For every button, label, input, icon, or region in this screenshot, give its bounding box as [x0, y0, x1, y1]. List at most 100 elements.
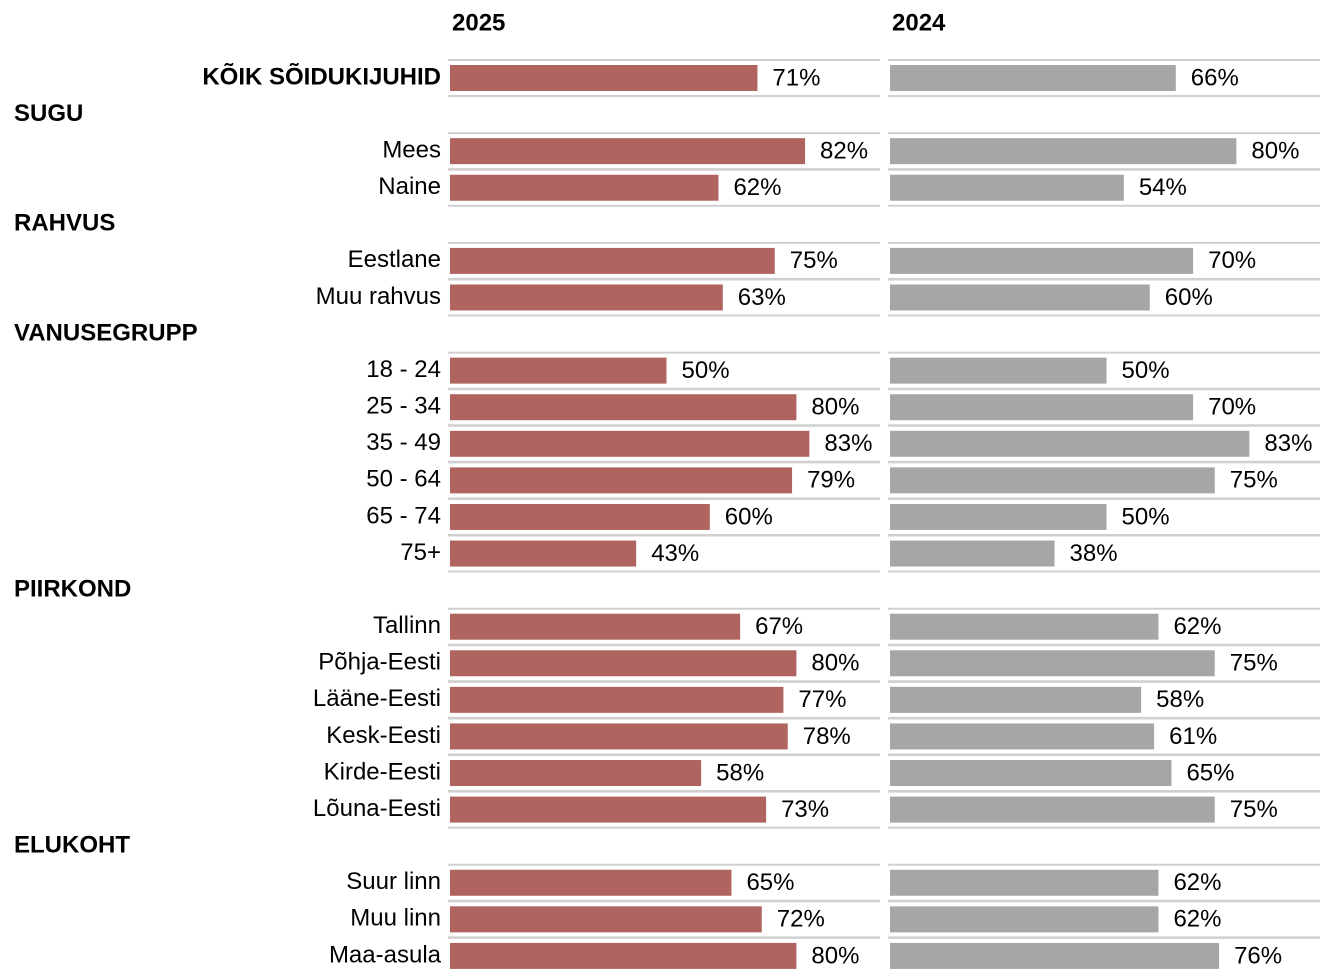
value-label: 83%	[1264, 430, 1312, 457]
bar	[450, 942, 797, 969]
category-label: KÕIK SÕIDUKIJUHID	[202, 62, 441, 90]
bar	[890, 869, 1159, 896]
bar	[450, 760, 702, 787]
bar	[450, 430, 810, 457]
value-label: 83%	[824, 430, 872, 457]
value-label: 82%	[820, 138, 868, 165]
value-label: 75%	[790, 247, 838, 274]
value-label: 76%	[1234, 942, 1282, 969]
bar	[890, 613, 1159, 640]
value-label: 80%	[811, 650, 859, 677]
bar	[890, 796, 1215, 823]
bar	[450, 467, 793, 494]
bar	[890, 174, 1124, 201]
panel-title: 2024	[892, 9, 946, 36]
category-label: Naine	[378, 173, 441, 200]
value-label: 66%	[1191, 64, 1239, 91]
value-label: 80%	[811, 394, 859, 421]
bar	[890, 760, 1172, 787]
category-label: 50 - 64	[366, 466, 441, 493]
category-label: Mees	[382, 137, 441, 164]
value-label: 71%	[772, 64, 820, 91]
value-label: 77%	[798, 686, 846, 713]
value-label: 75%	[1230, 796, 1278, 823]
value-label: 73%	[781, 796, 829, 823]
value-label: 58%	[1156, 686, 1204, 713]
category-label: 65 - 74	[366, 502, 441, 529]
value-label: 72%	[777, 906, 825, 933]
bar	[450, 394, 797, 421]
value-label: 54%	[1139, 174, 1187, 201]
category-label: Põhja-Eesti	[318, 649, 441, 676]
value-label: 63%	[738, 284, 786, 311]
value-label: 80%	[811, 942, 859, 969]
bar	[450, 174, 719, 201]
category-label: Muu linn	[350, 905, 441, 932]
value-label: 65%	[746, 869, 794, 896]
bar	[890, 906, 1159, 933]
category-label: 18 - 24	[366, 356, 441, 383]
bar	[450, 65, 758, 91]
bar	[450, 723, 788, 750]
bar	[890, 723, 1155, 750]
value-label: 50%	[1122, 503, 1170, 530]
category-label: Tallinn	[373, 612, 441, 639]
bar	[890, 942, 1220, 969]
section-header: VANUSEGRUPP	[14, 319, 198, 346]
category-label: Lääne-Eesti	[313, 685, 441, 712]
value-label: 65%	[1186, 759, 1234, 786]
bar	[890, 503, 1107, 530]
value-label: 60%	[1165, 284, 1213, 311]
section-header: SUGU	[14, 100, 83, 127]
bar	[450, 906, 762, 933]
value-label: 62%	[733, 174, 781, 201]
bar	[890, 650, 1215, 677]
bar	[450, 650, 797, 677]
category-label: Lõuna-Eesti	[313, 795, 441, 822]
section-header: ELUKOHT	[14, 832, 130, 859]
bar	[890, 357, 1107, 384]
value-label: 38%	[1070, 540, 1118, 567]
section-header: PIIRKOND	[14, 575, 131, 602]
category-label: 25 - 34	[366, 393, 441, 420]
value-label: 75%	[1230, 650, 1278, 677]
bar	[450, 138, 806, 165]
value-label: 78%	[803, 723, 851, 750]
category-label: Maa-asula	[329, 941, 442, 968]
value-label: 58%	[716, 759, 764, 786]
bar	[890, 284, 1150, 311]
value-label: 61%	[1169, 723, 1217, 750]
category-label: 75+	[400, 539, 441, 566]
panel-title: 2025	[452, 9, 505, 36]
bar	[450, 869, 732, 896]
value-label: 70%	[1208, 247, 1256, 274]
bar	[450, 357, 667, 384]
value-label: 67%	[755, 613, 803, 640]
bar	[890, 138, 1237, 165]
value-label: 50%	[1122, 357, 1170, 384]
bar	[890, 430, 1250, 457]
category-label: Suur linn	[346, 868, 441, 895]
value-label: 79%	[807, 467, 855, 494]
category-label: Muu rahvus	[316, 283, 441, 310]
value-label: 60%	[725, 503, 773, 530]
value-label: 70%	[1208, 394, 1256, 421]
bar	[450, 540, 637, 567]
value-label: 80%	[1251, 138, 1299, 165]
bar	[450, 247, 775, 274]
bar	[890, 394, 1194, 421]
category-label: Kirde-Eesti	[324, 758, 441, 785]
bar	[890, 467, 1215, 494]
bar	[890, 65, 1176, 91]
category-label: Kesk-Eesti	[326, 722, 441, 749]
value-label: 43%	[651, 540, 699, 567]
category-label: 35 - 49	[366, 429, 441, 456]
bar	[450, 796, 767, 823]
section-header: RAHVUS	[14, 210, 115, 237]
value-label: 62%	[1173, 906, 1221, 933]
bar	[890, 247, 1194, 274]
bar	[890, 540, 1055, 567]
bar	[450, 686, 784, 713]
value-label: 62%	[1173, 869, 1221, 896]
category-label: Eestlane	[348, 246, 441, 273]
